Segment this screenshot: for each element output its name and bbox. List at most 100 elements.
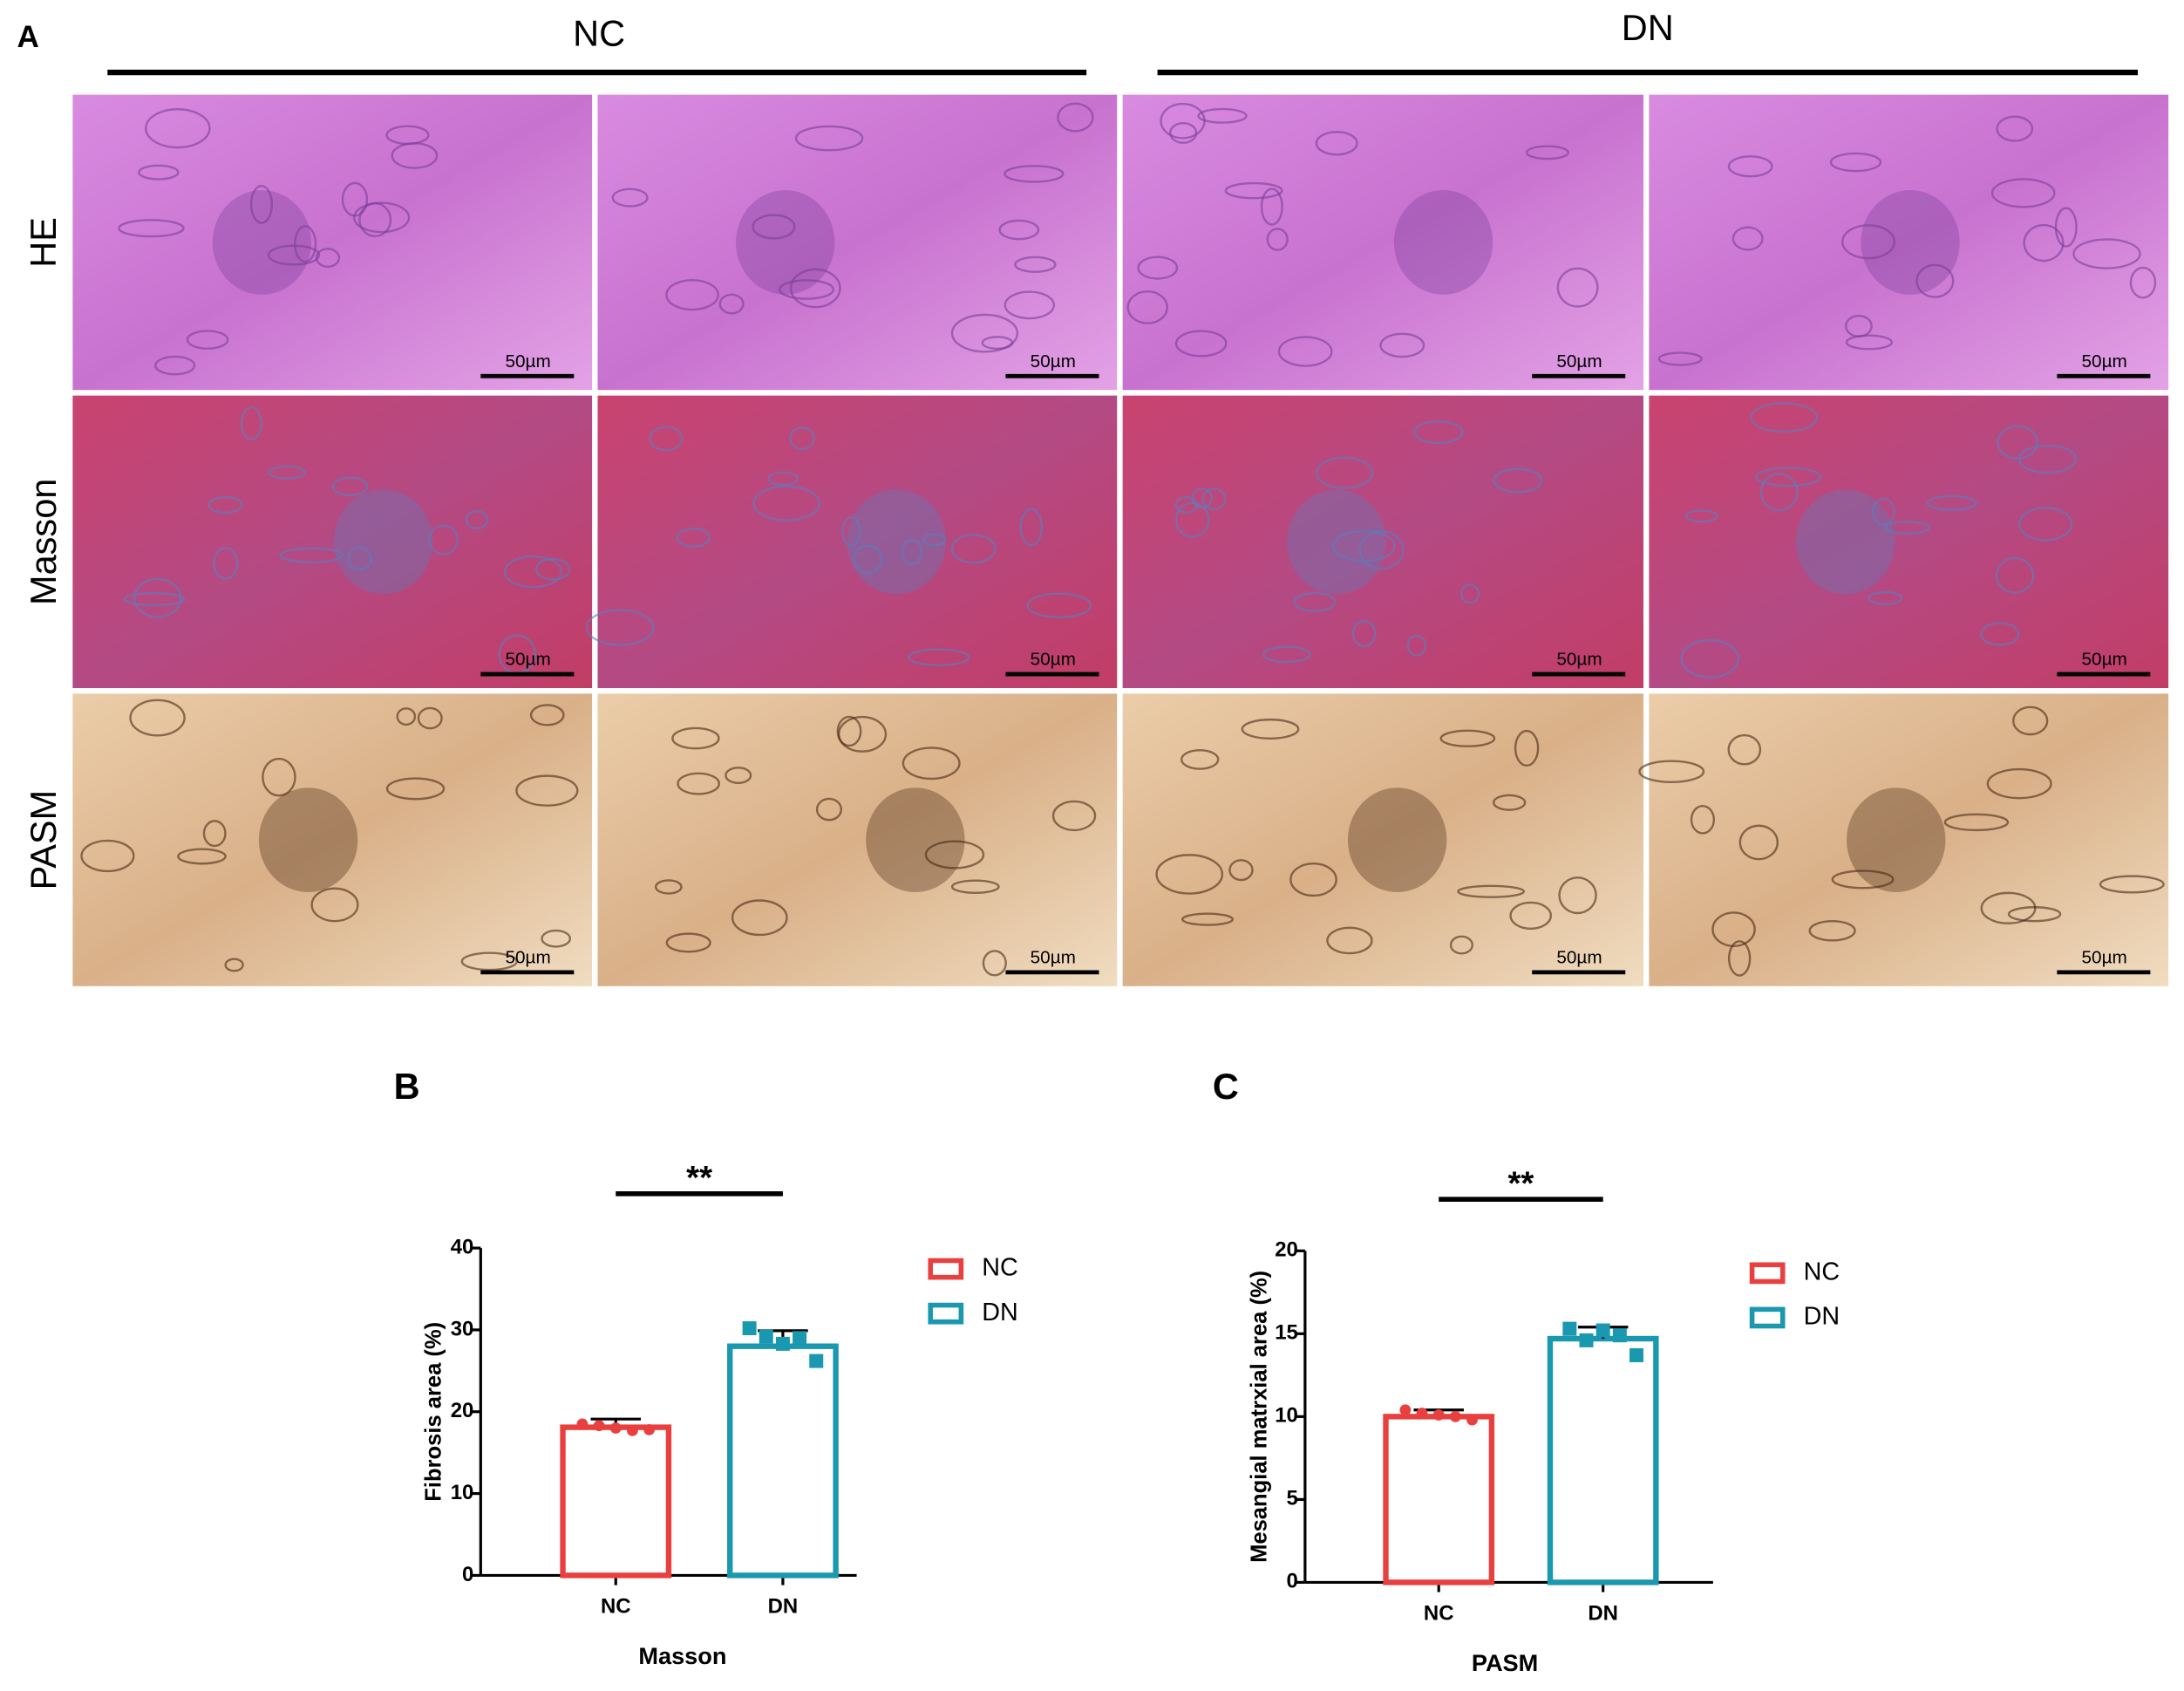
scale-bar-label: 50µm xyxy=(505,650,550,670)
tissue-structure xyxy=(1014,256,1057,273)
tissue-structure xyxy=(815,797,843,822)
tissue-structure xyxy=(789,426,815,451)
tissue-structure xyxy=(145,108,211,149)
tissue-structure xyxy=(907,648,970,667)
tissue-structure xyxy=(1228,859,1254,882)
y-tick-label: 20 xyxy=(451,1399,474,1422)
data-point xyxy=(809,1353,824,1368)
micrograph xyxy=(1649,395,2169,689)
micrograph xyxy=(1649,693,2169,986)
tissue-structure xyxy=(1224,181,1283,200)
tissue-structure xyxy=(396,707,417,726)
data-point xyxy=(1612,1328,1627,1343)
micrograph-grid: 50µm 50µm 50µm 50µm 50µm 50µm 50µm 50µm 50µm 50µm… xyxy=(72,94,2169,986)
tissue-structure xyxy=(752,214,796,240)
tissue-structure xyxy=(1990,178,2056,208)
glomerulus xyxy=(1847,788,1946,893)
tissue-structure xyxy=(718,293,745,315)
tissue-structure xyxy=(649,426,684,452)
tissue-structure xyxy=(1738,824,1779,861)
tissue-structure xyxy=(1525,145,1569,160)
data-point xyxy=(627,1424,638,1436)
tissue-structure xyxy=(331,476,369,497)
glomerulus xyxy=(866,788,965,893)
data-point xyxy=(1579,1333,1594,1347)
micrograph xyxy=(597,94,1118,391)
scale-bar-label: 50µm xyxy=(2081,650,2126,670)
tissue-structure xyxy=(2023,223,2065,263)
glomerulus xyxy=(212,190,312,295)
scale-bar-label: 50µm xyxy=(1031,947,1076,967)
tissue-structure xyxy=(1997,425,2039,460)
tissue-structure xyxy=(1759,473,1799,512)
y-tick-label: 40 xyxy=(451,1235,474,1258)
tissue-structure xyxy=(1004,165,1065,183)
tissue-structure xyxy=(1711,911,1756,947)
tissue-structure xyxy=(2012,706,2049,736)
tissue-structure xyxy=(901,747,961,781)
tissue-structure xyxy=(1872,497,1895,526)
data-point xyxy=(643,1424,655,1435)
tissue-structure xyxy=(503,555,562,589)
tissue-structure xyxy=(950,313,1019,353)
tissue-structure xyxy=(129,699,186,737)
tissue-structure xyxy=(1841,224,1896,260)
data-point xyxy=(1432,1409,1445,1421)
tissue-structure xyxy=(1260,188,1283,226)
tissue-structure xyxy=(123,591,186,607)
tissue-structure xyxy=(836,715,862,747)
tissue-structure xyxy=(752,485,821,522)
tissue-structure xyxy=(224,958,244,972)
micrograph xyxy=(72,693,593,986)
tissue-structure xyxy=(385,777,446,801)
tissue-structure xyxy=(1829,152,1882,173)
tissue-structure xyxy=(853,544,883,575)
data-point xyxy=(1416,1408,1428,1419)
data-point xyxy=(576,1418,589,1430)
tissue-structure xyxy=(611,188,649,208)
tissue-structure xyxy=(1180,748,1220,770)
tissue-structure xyxy=(118,219,185,238)
tissue-structure xyxy=(1638,760,1705,784)
row-label: PASM xyxy=(23,790,64,890)
tissue-structure xyxy=(1996,115,2034,142)
tissue-structure xyxy=(1241,718,1300,740)
bar xyxy=(560,1424,672,1578)
micrograph xyxy=(72,395,593,689)
tissue-structure xyxy=(2129,266,2157,299)
y-tick-label: 10 xyxy=(451,1481,474,1504)
tissue-structure xyxy=(1051,800,1097,832)
tissue-structure xyxy=(310,887,359,923)
tissue-structure xyxy=(534,557,571,581)
tissue-structure xyxy=(1732,226,1764,251)
tissue-structure xyxy=(428,524,459,556)
tissue-structure xyxy=(391,142,439,169)
data-point xyxy=(1399,1404,1412,1416)
tissue-structure xyxy=(665,278,719,311)
legend-swatch xyxy=(928,1258,964,1280)
panel-label: C xyxy=(1213,1066,1239,1107)
tissue-structure xyxy=(1026,592,1092,619)
tissue-structure xyxy=(2099,875,2165,894)
tissue-structure xyxy=(1684,509,1718,523)
tissue-structure xyxy=(208,495,243,515)
tissue-structure xyxy=(1266,228,1289,251)
tissue-structure xyxy=(2018,507,2072,542)
tissue-structure xyxy=(1558,876,1597,915)
data-point xyxy=(1449,1410,1461,1422)
micrograph xyxy=(1122,94,1643,391)
tissue-structure xyxy=(924,840,985,869)
tissue-structure xyxy=(294,225,317,263)
tissue-structure xyxy=(529,704,565,726)
tissue-structure xyxy=(315,248,341,269)
tissue-structure xyxy=(1168,122,1198,144)
group-label: NC xyxy=(573,12,625,53)
tissue-structure xyxy=(1174,501,1210,538)
tissue-structure xyxy=(841,515,861,547)
tissue-structure xyxy=(901,538,923,565)
tissue-structure xyxy=(1197,107,1248,124)
x-axis-label: Masson xyxy=(638,1642,726,1669)
tissue-structure xyxy=(1331,529,1396,563)
tissue-structure xyxy=(1412,420,1464,445)
tissue-structure xyxy=(677,772,720,795)
